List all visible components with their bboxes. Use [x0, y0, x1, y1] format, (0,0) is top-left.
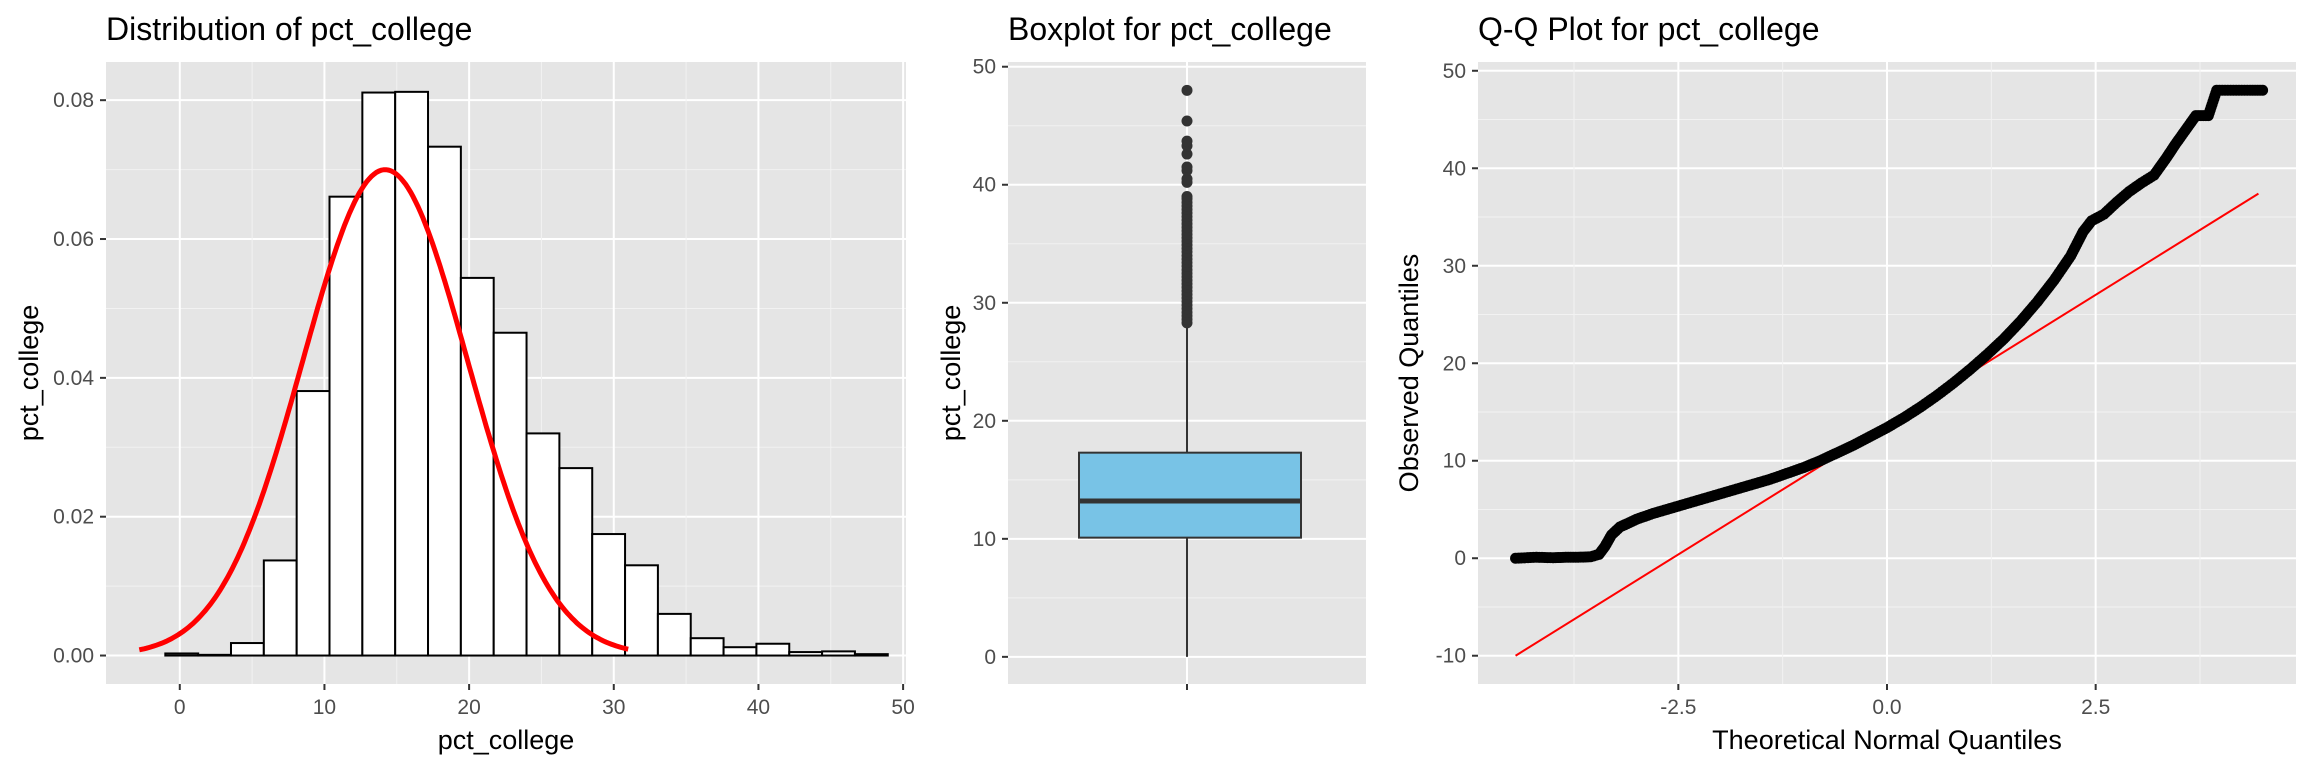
qq-gridlines [1478, 62, 2296, 684]
histogram-panel: Distribution of pct_college 0.00 0.02 0.04… [14, 11, 915, 755]
histogram-x-tick-labels: 0 10 20 30 40 50 [174, 684, 915, 719]
qq-y-label: Observed Quantiles [1394, 254, 1424, 493]
histogram-x-tick-label: 30 [602, 696, 625, 719]
qq-y-tick-label: 30 [1443, 255, 1466, 278]
histogram-bar-16 [656, 612, 692, 657]
boxplot-outliers [1181, 84, 1193, 329]
histogram-x-tick-label: 40 [747, 696, 770, 719]
histogram-x-tick-label: 50 [891, 696, 914, 719]
histogram-x-tick-label: 10 [313, 696, 336, 719]
qq-x-label: Theoretical Normal Quantiles [1712, 725, 2062, 755]
histogram-y-tick-label: 0.06 [53, 228, 94, 251]
qq-y-tick-label: 20 [1443, 352, 1466, 375]
boxplot-outlier-point [1181, 148, 1193, 160]
histogram-y-tick-label: 0.04 [53, 367, 94, 390]
histogram-bar-12 [525, 432, 561, 657]
histogram-y-label: pct_college [14, 305, 44, 442]
histogram-bar-7 [361, 91, 397, 657]
boxplot-y-tick-labels: 0 10 20 30 40 50 [973, 56, 1188, 690]
boxplot-outlier-point [1181, 191, 1193, 203]
qq-y-tick-label: 0 [1454, 547, 1466, 570]
histogram-bar-1 [164, 652, 200, 657]
qq-x-tick-label: 2.5 [2081, 696, 2110, 719]
histogram-bar-13 [558, 467, 594, 657]
histogram-bar-21 [821, 650, 856, 657]
boxplot-title: Boxplot for pct_college [1008, 11, 1332, 47]
boxplot-panel: Boxplot for pct_college 0 10 20 30 40 50 pct_… [936, 11, 1366, 690]
boxplot-outlier-point [1181, 84, 1193, 96]
histogram-y-tick-label: 0.08 [53, 89, 94, 112]
qq-y-tick-label: 40 [1443, 157, 1466, 180]
histogram-bar-10 [459, 276, 495, 657]
boxplot-y-tick-label: 30 [973, 292, 996, 315]
boxplot-y-tick-label: 20 [973, 410, 996, 433]
qq-x-tick-label: 0.0 [1872, 696, 1901, 719]
histogram-bar-22 [853, 653, 889, 657]
histogram-y-tick-label: 0.02 [53, 506, 94, 529]
qq-panel: Q-Q Plot for pct_college -1001020304050 … [1394, 11, 2296, 755]
histogram-bar-2 [197, 653, 232, 657]
histogram-bar-20 [788, 651, 824, 657]
histogram-bar-4 [262, 559, 298, 657]
qq-x-tick-label: -2.5 [1660, 696, 1696, 719]
boxplot-outlier-point [1181, 115, 1193, 127]
boxplot-box [1078, 325, 1302, 657]
histogram-x-label: pct_college [438, 725, 575, 755]
histogram-bar-17 [689, 637, 725, 657]
histogram-normal-curve [138, 167, 629, 653]
histogram-bar-9 [427, 145, 462, 657]
histogram-bar-8 [394, 90, 430, 657]
histogram-title: Distribution of pct_college [106, 11, 472, 47]
qq-point [2257, 84, 2269, 96]
qq-title: Q-Q Plot for pct_college [1478, 11, 1819, 47]
histogram-bar-5 [295, 390, 331, 657]
histogram-x-tick-label: 0 [174, 696, 186, 719]
boxplot-y-tick-label: 10 [973, 528, 996, 551]
histogram-bar-6 [328, 195, 364, 657]
boxplot-y-tick-label: 50 [973, 56, 996, 79]
boxplot-y-tick-label: 0 [984, 646, 996, 669]
qq-y-tick-label: 50 [1443, 60, 1466, 83]
boxplot-outlier-point [1181, 135, 1193, 147]
qq-y-tick-labels: -10 0 10 20 30 40 50 [1436, 60, 1478, 668]
histogram-bar-19 [755, 642, 791, 657]
boxplot-iqr-box [1078, 451, 1302, 539]
histogram-bar-18 [722, 646, 758, 657]
qq-y-tick-label: -10 [1436, 645, 1466, 668]
qq-y-tick-label: 10 [1443, 450, 1466, 473]
histogram-y-tick-labels: 0.00 0.02 0.04 0.06 0.08 [53, 89, 106, 668]
qq-points [1510, 84, 2269, 564]
boxplot-y-tick-label: 40 [973, 174, 996, 197]
histogram-y-tick-label: 0.00 [53, 645, 94, 668]
histogram-bar-3 [229, 642, 265, 657]
histogram-x-tick-label: 20 [457, 696, 480, 719]
boxplot-outlier-point [1181, 161, 1193, 173]
histogram-bar-15 [624, 564, 659, 657]
boxplot-outlier-point [1181, 173, 1193, 185]
qq-x-tick-labels: -2.5 0.0 2.5 [1660, 684, 2110, 719]
boxplot-y-label: pct_college [936, 305, 966, 442]
